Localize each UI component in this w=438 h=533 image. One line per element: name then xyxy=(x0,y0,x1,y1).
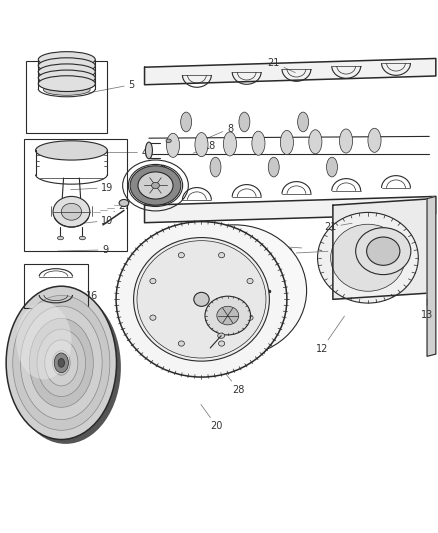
Ellipse shape xyxy=(16,303,71,379)
Ellipse shape xyxy=(367,237,400,265)
Text: 27: 27 xyxy=(114,201,131,212)
Text: 2: 2 xyxy=(222,266,229,284)
Text: 4: 4 xyxy=(79,148,148,158)
Ellipse shape xyxy=(280,131,293,155)
Ellipse shape xyxy=(35,141,107,160)
Ellipse shape xyxy=(326,157,338,177)
Ellipse shape xyxy=(252,131,265,155)
Ellipse shape xyxy=(180,112,192,132)
Ellipse shape xyxy=(178,253,184,258)
Ellipse shape xyxy=(217,306,239,325)
Ellipse shape xyxy=(39,64,95,80)
Ellipse shape xyxy=(137,241,266,358)
Ellipse shape xyxy=(218,333,225,338)
Polygon shape xyxy=(145,59,436,85)
Bar xyxy=(26,61,107,133)
Ellipse shape xyxy=(318,213,418,303)
Text: 14: 14 xyxy=(249,335,267,356)
Text: 19: 19 xyxy=(71,183,113,192)
Ellipse shape xyxy=(29,318,93,407)
Ellipse shape xyxy=(194,292,209,306)
Text: 30: 30 xyxy=(257,240,302,251)
Text: 29: 29 xyxy=(85,343,100,358)
Text: 7: 7 xyxy=(155,165,165,179)
Text: 8: 8 xyxy=(202,124,233,141)
Ellipse shape xyxy=(223,132,237,156)
Text: 21: 21 xyxy=(325,222,352,232)
Text: 18: 18 xyxy=(193,141,216,154)
Ellipse shape xyxy=(297,112,308,132)
Text: 10: 10 xyxy=(66,215,113,225)
Polygon shape xyxy=(145,197,436,223)
Ellipse shape xyxy=(356,228,411,274)
Ellipse shape xyxy=(53,197,90,227)
Polygon shape xyxy=(427,197,436,356)
Ellipse shape xyxy=(39,58,95,74)
Ellipse shape xyxy=(134,238,269,361)
Bar xyxy=(24,140,127,251)
Ellipse shape xyxy=(37,329,85,397)
Text: 12: 12 xyxy=(316,316,344,354)
Ellipse shape xyxy=(162,225,307,357)
Ellipse shape xyxy=(57,236,64,240)
Ellipse shape xyxy=(116,222,287,377)
Ellipse shape xyxy=(54,353,68,373)
Ellipse shape xyxy=(11,290,121,444)
Ellipse shape xyxy=(331,224,405,291)
Ellipse shape xyxy=(368,128,381,152)
Ellipse shape xyxy=(58,359,64,367)
Ellipse shape xyxy=(119,199,129,206)
Ellipse shape xyxy=(309,130,322,154)
Text: 5: 5 xyxy=(88,80,134,93)
Ellipse shape xyxy=(43,84,90,95)
Ellipse shape xyxy=(247,278,253,284)
Text: 20: 20 xyxy=(201,405,223,431)
Ellipse shape xyxy=(61,203,81,220)
Ellipse shape xyxy=(13,295,110,430)
Ellipse shape xyxy=(138,172,173,199)
Ellipse shape xyxy=(6,286,117,440)
Ellipse shape xyxy=(339,129,353,153)
Bar xyxy=(24,264,88,308)
Ellipse shape xyxy=(79,236,85,240)
Text: 9: 9 xyxy=(57,245,108,255)
Text: 28: 28 xyxy=(223,370,245,395)
Ellipse shape xyxy=(268,157,279,177)
Text: 13: 13 xyxy=(421,299,433,320)
Text: 1: 1 xyxy=(155,277,173,291)
Ellipse shape xyxy=(130,166,181,205)
Polygon shape xyxy=(333,199,434,300)
Ellipse shape xyxy=(53,351,70,375)
Ellipse shape xyxy=(39,70,95,86)
Ellipse shape xyxy=(39,52,95,68)
Ellipse shape xyxy=(210,157,221,177)
Ellipse shape xyxy=(247,315,253,320)
Text: 21: 21 xyxy=(268,58,295,72)
Ellipse shape xyxy=(150,315,156,320)
Ellipse shape xyxy=(152,182,159,189)
Ellipse shape xyxy=(21,306,102,419)
Ellipse shape xyxy=(166,133,180,157)
Ellipse shape xyxy=(195,133,208,157)
Ellipse shape xyxy=(219,341,225,346)
Ellipse shape xyxy=(45,340,78,386)
Ellipse shape xyxy=(219,253,225,258)
Text: 11: 11 xyxy=(15,348,27,364)
Ellipse shape xyxy=(178,341,184,346)
Ellipse shape xyxy=(145,142,152,159)
Text: 16: 16 xyxy=(60,291,98,301)
Text: 6: 6 xyxy=(177,317,197,328)
Ellipse shape xyxy=(150,278,156,284)
Ellipse shape xyxy=(239,112,250,132)
Ellipse shape xyxy=(166,139,171,142)
Ellipse shape xyxy=(39,76,95,92)
Ellipse shape xyxy=(205,296,251,335)
Text: 3: 3 xyxy=(286,248,328,259)
